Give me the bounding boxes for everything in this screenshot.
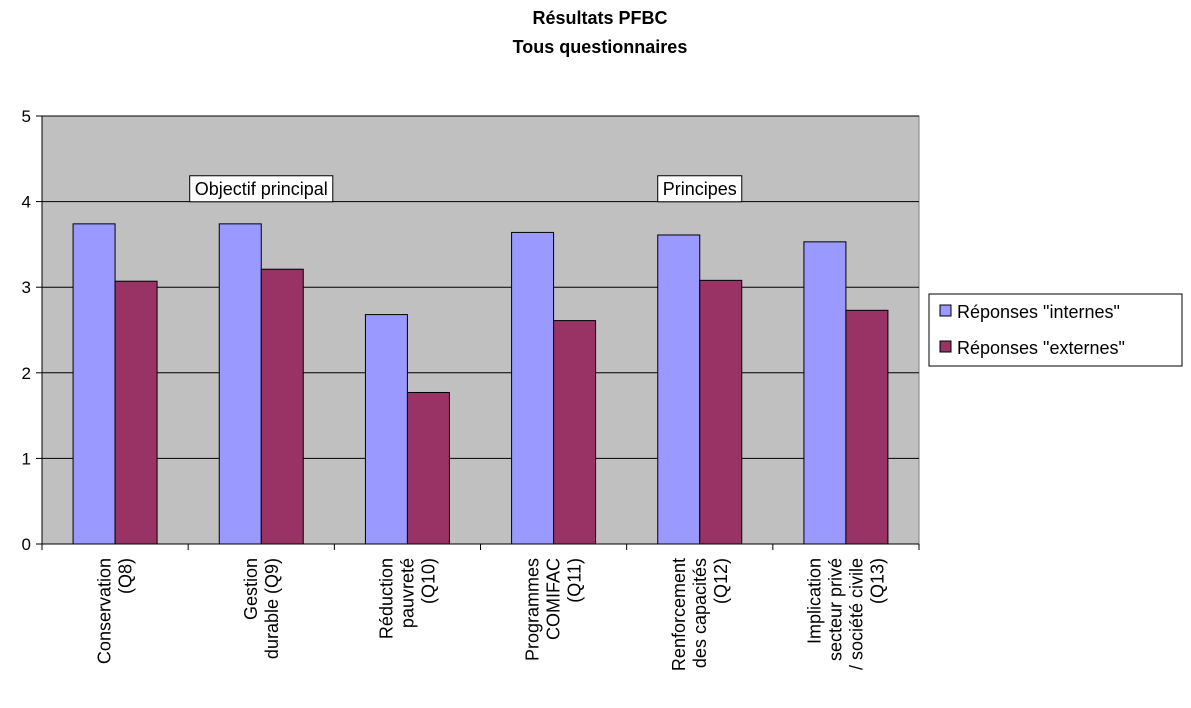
y-tick-label: 5 [22,107,31,126]
x-category-label-line: Conservation [95,558,115,664]
bar-internes [511,231,555,545]
x-category-label-line: (Q10) [418,558,438,604]
x-category-label-line: durable (Q9) [262,558,282,659]
x-category-label-line: (Q11) [565,558,585,603]
x-category-label: Gestion durable (Q9) [241,558,282,659]
legend-label-internes: Réponses "internes" [957,302,1120,322]
x-category-label-line: secteur privé [825,558,845,661]
y-tick-label: 3 [22,278,31,297]
x-category-label-line: Renforcement [669,558,689,671]
x-category-label: Programmes COMIFAC (Q11) [523,558,585,661]
y-tick-label: 2 [22,364,31,383]
bar-internes [803,241,847,545]
bar-internes [72,223,116,545]
plot-area [41,115,920,545]
annotation-text: Objectif principal [195,179,328,199]
x-category-label: Implication secteur privé / société civile… [804,558,887,670]
x-category-label-line: COMIFAC [544,558,564,640]
legend: Réponses "internes" Réponses "externes" [928,293,1183,367]
bar-internes [657,234,701,545]
x-tick-labels: Conservation (Q8) Gestion durable (Q9) Réduc… [95,558,888,671]
legend-swatch-internes [939,304,952,317]
bar-externes [699,279,743,545]
bar-externes [260,268,304,545]
x-category-label-line: pauvreté [397,558,417,628]
x-category-label-line: (Q8) [116,558,136,594]
y-tick-label: 4 [22,193,31,212]
x-category-label-line: / société civile [846,558,866,670]
x-category-label-line: Programmes [523,558,543,661]
chart-title: Résultats PFBC [532,8,667,28]
bar-externes [845,309,889,545]
x-category-label-line: Implication [804,558,824,644]
y-tick-label: 1 [22,449,31,468]
x-category-label-line: des capacités [690,558,710,668]
y-tick-label: 0 [22,535,31,554]
annotation-text: Principes [663,179,737,199]
annotation-frame [657,175,743,203]
x-category-label-line: Réduction [376,558,396,639]
annotation-box: Objectif principal [189,175,334,203]
bar-internes [364,314,408,545]
x-category-label-line: (Q13) [867,558,887,604]
legend-box [928,293,1183,367]
axes [36,115,920,550]
bar-externes [553,320,597,545]
annotation-frame [189,175,334,203]
bar-internes [218,223,262,545]
x-category-label: Réduction pauvreté (Q10) [376,558,438,639]
legend-label-externes: Réponses "externes" [957,338,1125,358]
x-category-label-line: Gestion [241,558,261,620]
annotations: Objectif principal Principes [189,175,743,203]
legend-swatch-externes [939,340,952,353]
x-category-label: Conservation (Q8) [95,558,136,664]
bar-externes [406,391,450,545]
y-tick-labels: 0 1 2 3 4 5 [22,107,31,554]
chart-subtitle: Tous questionnaires [513,37,688,57]
bars [72,223,889,545]
annotation-box: Principes [657,175,743,203]
bar-externes [114,280,158,545]
x-category-label: Renforcement des capacités (Q12) [669,558,731,671]
x-category-label-line: (Q12) [711,558,731,604]
grid-lines [42,115,919,459]
